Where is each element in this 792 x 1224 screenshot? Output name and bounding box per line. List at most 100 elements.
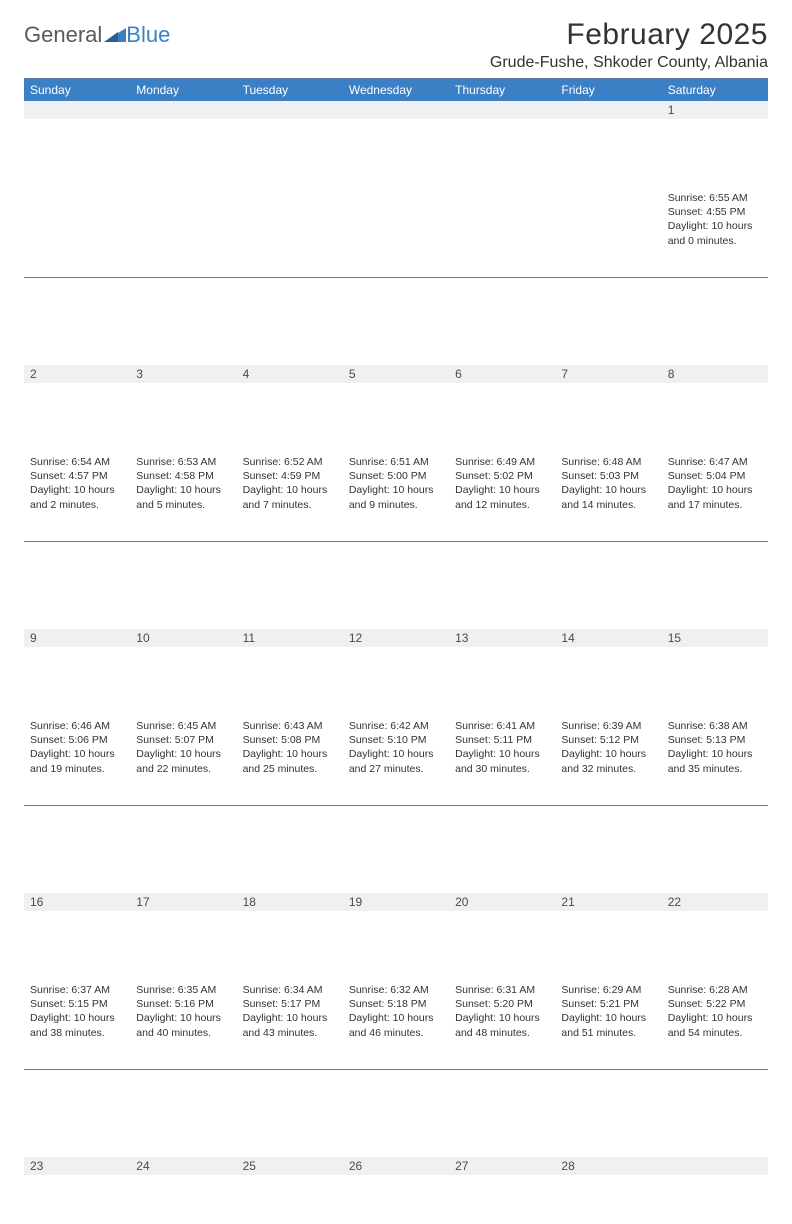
day-details: Sunrise: 6:47 AMSunset: 5:04 PMDaylight:… xyxy=(662,453,768,516)
day-details: Sunrise: 6:28 AMSunset: 5:22 PMDaylight:… xyxy=(662,981,768,1044)
day-cell: Sunrise: 6:45 AMSunset: 5:07 PMDaylight:… xyxy=(130,717,236,805)
day-number xyxy=(662,1157,768,1175)
col-thu: Thursday xyxy=(449,79,555,101)
day-number: 15 xyxy=(662,629,768,647)
day-cell: Sunrise: 6:53 AMSunset: 4:58 PMDaylight:… xyxy=(130,453,236,541)
col-fri: Friday xyxy=(555,79,661,101)
day-details: Sunrise: 6:41 AMSunset: 5:11 PMDaylight:… xyxy=(449,717,555,780)
day-number: 22 xyxy=(662,893,768,911)
day-details: Sunrise: 6:42 AMSunset: 5:10 PMDaylight:… xyxy=(343,717,449,780)
day-details: Sunrise: 6:29 AMSunset: 5:21 PMDaylight:… xyxy=(555,981,661,1044)
day-details: Sunrise: 6:52 AMSunset: 4:59 PMDaylight:… xyxy=(237,453,343,516)
day-details: Sunrise: 6:49 AMSunset: 5:02 PMDaylight:… xyxy=(449,453,555,516)
day-details: Sunrise: 6:32 AMSunset: 5:18 PMDaylight:… xyxy=(343,981,449,1044)
day-number: 25 xyxy=(237,1157,343,1175)
day-cell xyxy=(449,189,555,277)
calendar-table: Sunday Monday Tuesday Wednesday Thursday… xyxy=(24,79,768,1224)
week-daynum-row: 232425262728 xyxy=(24,1157,768,1224)
day-number: 11 xyxy=(237,629,343,647)
day-number: 21 xyxy=(555,893,661,911)
col-sun: Sunday xyxy=(24,79,130,101)
col-tue: Tuesday xyxy=(237,79,343,101)
logo: General Blue xyxy=(24,18,170,46)
week-separator xyxy=(24,277,768,365)
day-number xyxy=(24,101,130,119)
col-sat: Saturday xyxy=(662,79,768,101)
day-cell: Sunrise: 6:34 AMSunset: 5:17 PMDaylight:… xyxy=(237,981,343,1069)
day-cell: Sunrise: 6:29 AMSunset: 5:21 PMDaylight:… xyxy=(555,981,661,1069)
day-details: Sunrise: 6:34 AMSunset: 5:17 PMDaylight:… xyxy=(237,981,343,1044)
day-details: Sunrise: 6:43 AMSunset: 5:08 PMDaylight:… xyxy=(237,717,343,780)
day-cell: Sunrise: 6:49 AMSunset: 5:02 PMDaylight:… xyxy=(449,453,555,541)
day-number xyxy=(449,101,555,119)
day-cell: Sunrise: 6:47 AMSunset: 5:04 PMDaylight:… xyxy=(662,453,768,541)
week-daynum-row: 9101112131415 xyxy=(24,629,768,717)
day-cell xyxy=(24,189,130,277)
header: General Blue February 2025 Grude-Fushe, … xyxy=(24,18,768,72)
day-details: Sunrise: 6:51 AMSunset: 5:00 PMDaylight:… xyxy=(343,453,449,516)
day-details: Sunrise: 6:38 AMSunset: 5:13 PMDaylight:… xyxy=(662,717,768,780)
day-cell: Sunrise: 6:31 AMSunset: 5:20 PMDaylight:… xyxy=(449,981,555,1069)
day-number xyxy=(555,101,661,119)
day-number: 27 xyxy=(449,1157,555,1175)
day-number: 4 xyxy=(237,365,343,383)
day-details: Sunrise: 6:48 AMSunset: 5:03 PMDaylight:… xyxy=(555,453,661,516)
day-number: 17 xyxy=(130,893,236,911)
day-number xyxy=(343,101,449,119)
day-number: 18 xyxy=(237,893,343,911)
day-cell xyxy=(237,189,343,277)
col-mon: Monday xyxy=(130,79,236,101)
day-details: Sunrise: 6:31 AMSunset: 5:20 PMDaylight:… xyxy=(449,981,555,1044)
day-cell: Sunrise: 6:41 AMSunset: 5:11 PMDaylight:… xyxy=(449,717,555,805)
day-number: 13 xyxy=(449,629,555,647)
week-separator xyxy=(24,1069,768,1157)
day-details: Sunrise: 6:46 AMSunset: 5:06 PMDaylight:… xyxy=(24,717,130,780)
day-number: 14 xyxy=(555,629,661,647)
day-details: Sunrise: 6:35 AMSunset: 5:16 PMDaylight:… xyxy=(130,981,236,1044)
week-content-row: Sunrise: 6:54 AMSunset: 4:57 PMDaylight:… xyxy=(24,453,768,541)
col-wed: Wednesday xyxy=(343,79,449,101)
day-number: 19 xyxy=(343,893,449,911)
logo-triangle-icon xyxy=(104,24,126,46)
day-number: 10 xyxy=(130,629,236,647)
day-number: 20 xyxy=(449,893,555,911)
day-details: Sunrise: 6:45 AMSunset: 5:07 PMDaylight:… xyxy=(130,717,236,780)
day-cell xyxy=(555,189,661,277)
logo-text-2: Blue xyxy=(126,24,170,46)
day-number: 16 xyxy=(24,893,130,911)
day-cell: Sunrise: 6:39 AMSunset: 5:12 PMDaylight:… xyxy=(555,717,661,805)
day-number: 9 xyxy=(24,629,130,647)
day-cell: Sunrise: 6:37 AMSunset: 5:15 PMDaylight:… xyxy=(24,981,130,1069)
day-cell: Sunrise: 6:55 AMSunset: 4:55 PMDaylight:… xyxy=(662,189,768,277)
day-cell: Sunrise: 6:51 AMSunset: 5:00 PMDaylight:… xyxy=(343,453,449,541)
week-daynum-row: 2345678 xyxy=(24,365,768,453)
day-number: 1 xyxy=(662,101,768,119)
week-separator xyxy=(24,541,768,629)
day-cell: Sunrise: 6:43 AMSunset: 5:08 PMDaylight:… xyxy=(237,717,343,805)
day-details: Sunrise: 6:39 AMSunset: 5:12 PMDaylight:… xyxy=(555,717,661,780)
day-details: Sunrise: 6:37 AMSunset: 5:15 PMDaylight:… xyxy=(24,981,130,1044)
day-number: 23 xyxy=(24,1157,130,1175)
day-cell: Sunrise: 6:28 AMSunset: 5:22 PMDaylight:… xyxy=(662,981,768,1069)
week-content-row: Sunrise: 6:55 AMSunset: 4:55 PMDaylight:… xyxy=(24,189,768,277)
day-number: 8 xyxy=(662,365,768,383)
week-daynum-row: 16171819202122 xyxy=(24,893,768,981)
page-title: February 2025 xyxy=(490,18,768,52)
logo-text-1: General xyxy=(24,24,102,46)
day-number: 26 xyxy=(343,1157,449,1175)
day-cell: Sunrise: 6:32 AMSunset: 5:18 PMDaylight:… xyxy=(343,981,449,1069)
day-number: 5 xyxy=(343,365,449,383)
day-number xyxy=(237,101,343,119)
day-number: 2 xyxy=(24,365,130,383)
day-cell: Sunrise: 6:42 AMSunset: 5:10 PMDaylight:… xyxy=(343,717,449,805)
title-block: February 2025 Grude-Fushe, Shkoder Count… xyxy=(490,18,768,72)
day-details: Sunrise: 6:53 AMSunset: 4:58 PMDaylight:… xyxy=(130,453,236,516)
day-cell: Sunrise: 6:38 AMSunset: 5:13 PMDaylight:… xyxy=(662,717,768,805)
day-cell xyxy=(130,189,236,277)
day-cell: Sunrise: 6:52 AMSunset: 4:59 PMDaylight:… xyxy=(237,453,343,541)
week-content-row: Sunrise: 6:37 AMSunset: 5:15 PMDaylight:… xyxy=(24,981,768,1069)
day-cell: Sunrise: 6:35 AMSunset: 5:16 PMDaylight:… xyxy=(130,981,236,1069)
week-separator xyxy=(24,805,768,893)
day-number: 28 xyxy=(555,1157,661,1175)
day-cell: Sunrise: 6:48 AMSunset: 5:03 PMDaylight:… xyxy=(555,453,661,541)
